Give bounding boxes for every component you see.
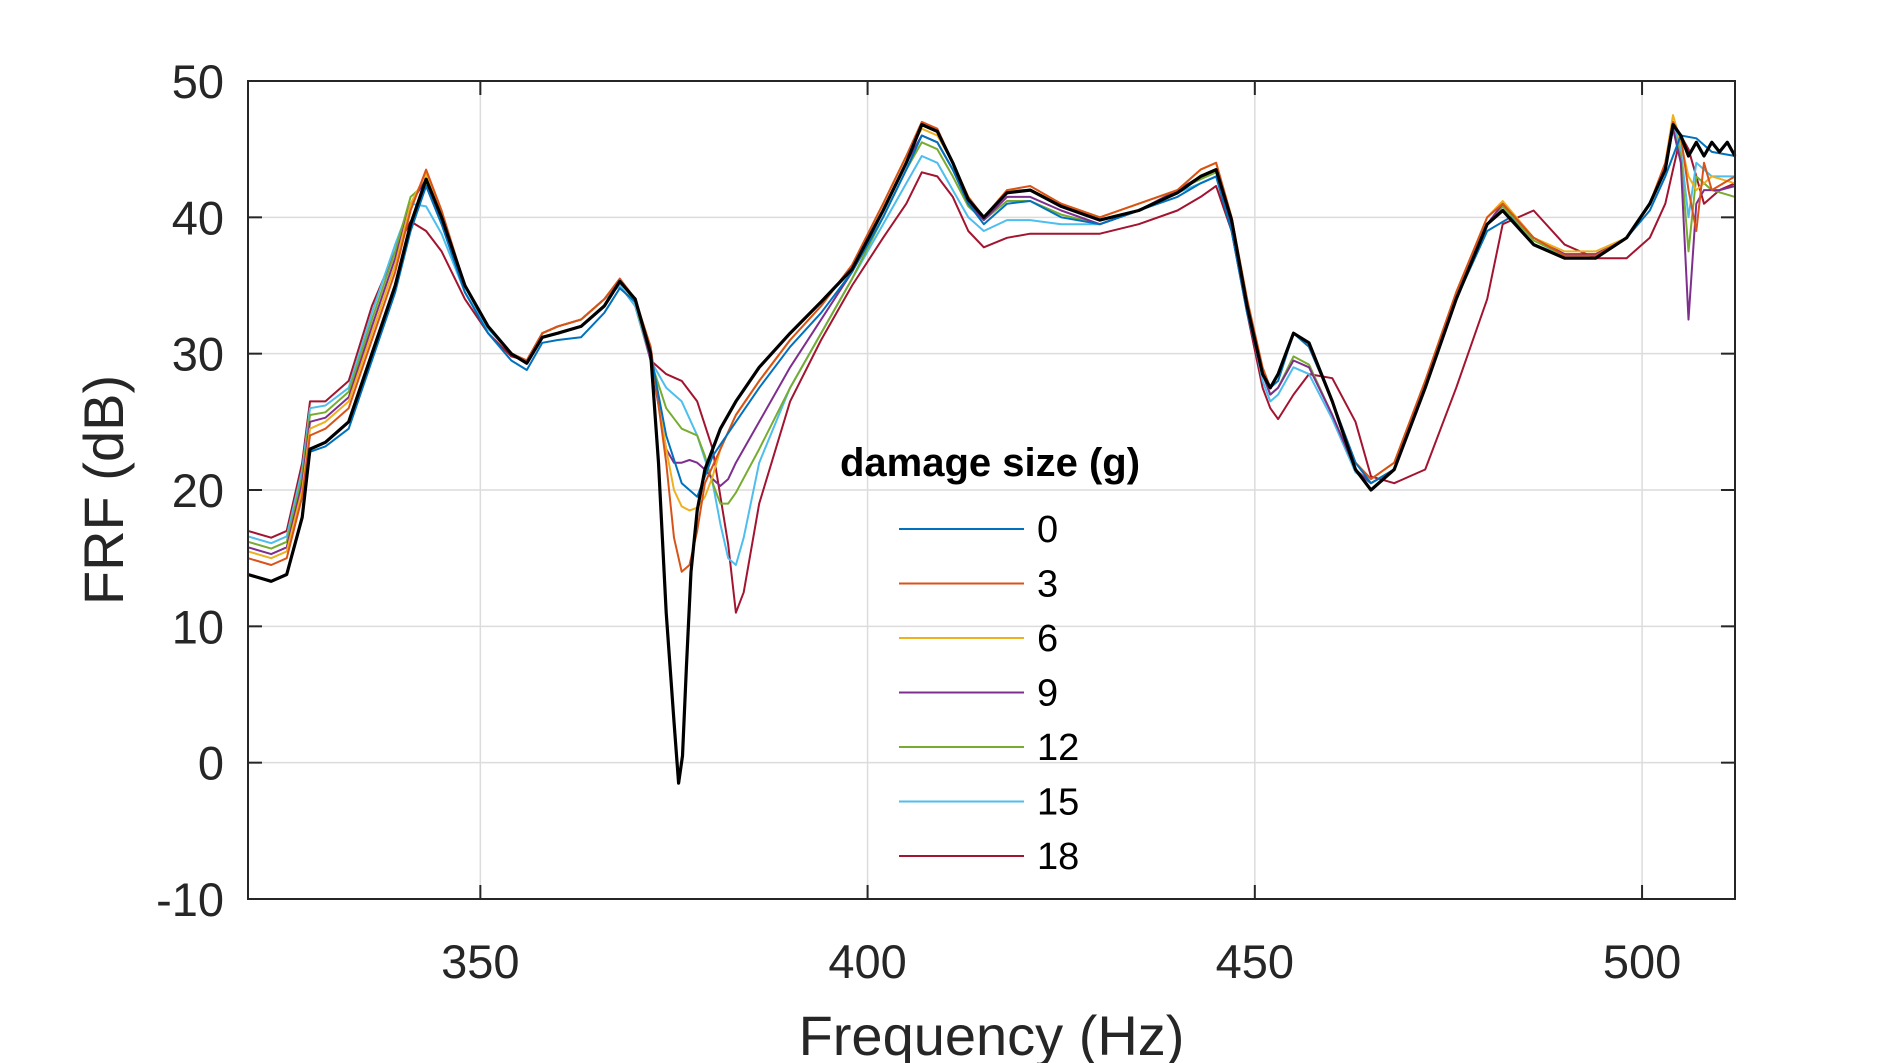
legend-label: 3 xyxy=(1037,564,1058,606)
legend-label: 15 xyxy=(1037,782,1079,824)
series-line xyxy=(247,123,1737,785)
y-tick-label: 40 xyxy=(172,191,224,244)
x-tick-label: 350 xyxy=(441,935,519,988)
x-axis-title: Frequency (Hz) xyxy=(799,1004,1185,1063)
x-tick-label: 450 xyxy=(1216,935,1294,988)
legend-entries: 0 3 6 9 12 15 18 xyxy=(899,509,1079,878)
legend: damage size (g) 0 3 6 9 12 15 18 xyxy=(840,441,1140,878)
y-axis-title: FRF (dB) xyxy=(72,375,135,605)
legend-label: 12 xyxy=(1037,727,1079,769)
legend-label: 6 xyxy=(1037,618,1058,660)
y-tick-label: 0 xyxy=(198,737,224,790)
series-lines xyxy=(247,114,1737,785)
y-tick-label: 20 xyxy=(172,464,224,517)
legend-label: 9 xyxy=(1037,673,1058,715)
y-tick-label: 50 xyxy=(172,55,224,108)
y-tick-label: 30 xyxy=(172,328,224,381)
x-tick-label: 500 xyxy=(1603,935,1681,988)
legend-label: 18 xyxy=(1037,836,1079,878)
x-tick-label: 400 xyxy=(828,935,906,988)
y-tick-label: 10 xyxy=(172,600,224,653)
legend-label: 0 xyxy=(1037,509,1058,551)
y-tick-label: -10 xyxy=(156,873,224,926)
legend-title: damage size (g) xyxy=(840,441,1140,485)
